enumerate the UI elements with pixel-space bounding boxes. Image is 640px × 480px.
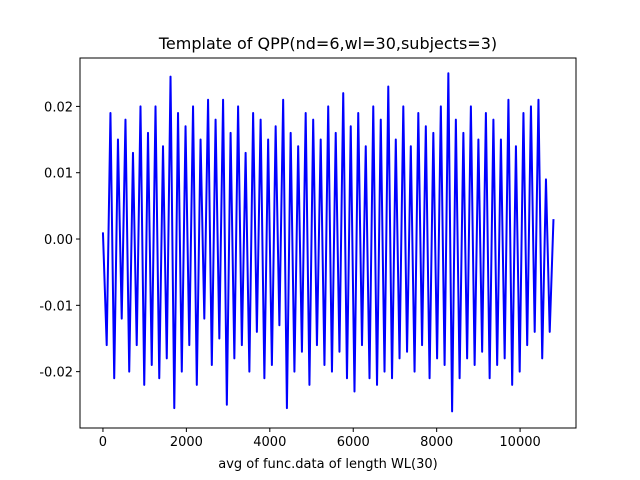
chart-title: Template of QPP(nd=6,wl=30,subjects=3)	[158, 34, 497, 53]
x-tick-label: 6000	[337, 435, 370, 450]
x-tick-label: 0	[99, 435, 107, 450]
plot-frame	[79, 57, 577, 429]
y-tick-label: 0.01	[44, 167, 73, 182]
y-tick-label: 0.00	[44, 233, 73, 248]
data-line	[101, 72, 555, 413]
y-tick-label: -0.01	[39, 299, 73, 314]
x-tick-label: 10000	[499, 435, 540, 450]
y-tick-label: 0.02	[44, 100, 73, 115]
x-axis-label: avg of func.data of length WL(30)	[218, 457, 437, 472]
x-tick-label: 2000	[170, 435, 203, 450]
x-tick-label: 4000	[253, 435, 286, 450]
y-tick-label: -0.02	[39, 366, 73, 381]
x-tick-label: 8000	[420, 435, 453, 450]
